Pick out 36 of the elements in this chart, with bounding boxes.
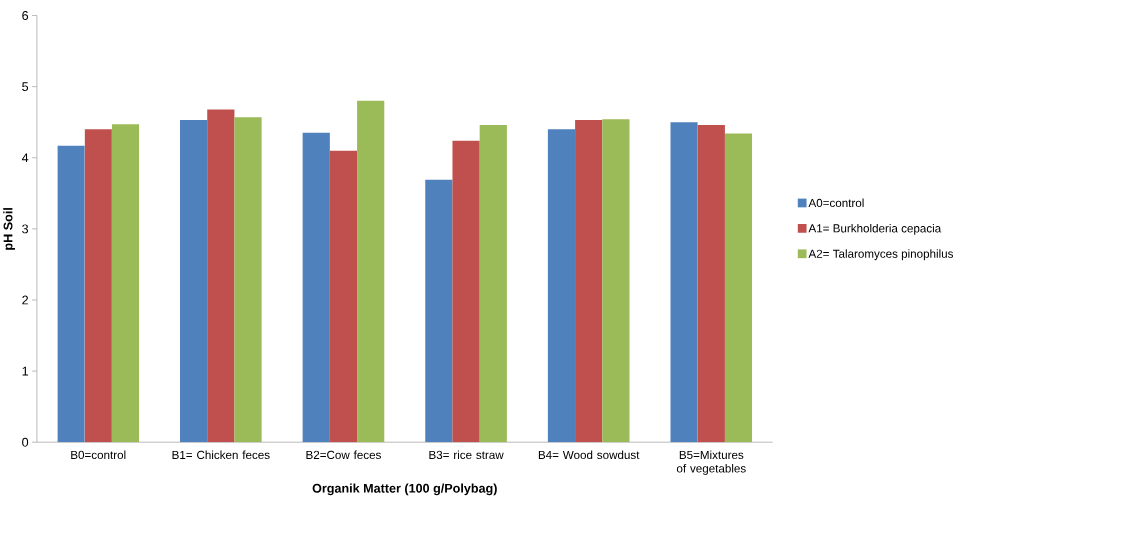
bar	[357, 100, 385, 443]
bar	[602, 119, 630, 443]
bar	[547, 129, 576, 443]
bar	[57, 145, 85, 443]
bar	[234, 117, 262, 443]
legend-label: A2= Talaromyces pinophilus	[808, 249, 954, 261]
x-tick-label: B0=control	[71, 450, 126, 459]
y-tick-label: 1	[22, 366, 29, 376]
y-tick-label: 6	[22, 11, 29, 20]
legend-label: A0=control	[808, 198, 864, 208]
x-tick-label: B4= Wood sowdust	[538, 450, 640, 459]
x-tick-label: B1= Chicken feces	[172, 450, 270, 459]
bar	[575, 120, 603, 443]
bar	[329, 150, 358, 443]
y-tick-label: 4	[21, 153, 29, 163]
bar	[479, 125, 507, 443]
bar	[670, 122, 698, 443]
bar	[180, 120, 208, 443]
legend-label: A1= Burkholderia cepacia	[808, 223, 942, 235]
x-tick-label: B5=Mixtures of vegetables	[676, 450, 746, 475]
bar	[697, 125, 725, 443]
bar	[207, 109, 235, 443]
bar	[724, 133, 753, 443]
x-axis-title: Organik Matter (100 g/Polybag)	[312, 483, 497, 496]
y-axis-title: pH Soil	[3, 208, 15, 250]
bar	[111, 124, 140, 443]
bar	[302, 132, 330, 443]
x-tick-label: B3= rice straw	[429, 450, 504, 459]
y-tick-label: 5	[22, 82, 29, 92]
y-tick-label: 0	[22, 437, 29, 447]
y-tick-label: 3	[22, 224, 29, 234]
bar	[452, 140, 480, 443]
x-tick-label: B2=Cow feces	[306, 450, 381, 459]
y-tick-label: 2	[22, 295, 28, 305]
bar	[84, 129, 112, 443]
bar	[425, 179, 453, 443]
